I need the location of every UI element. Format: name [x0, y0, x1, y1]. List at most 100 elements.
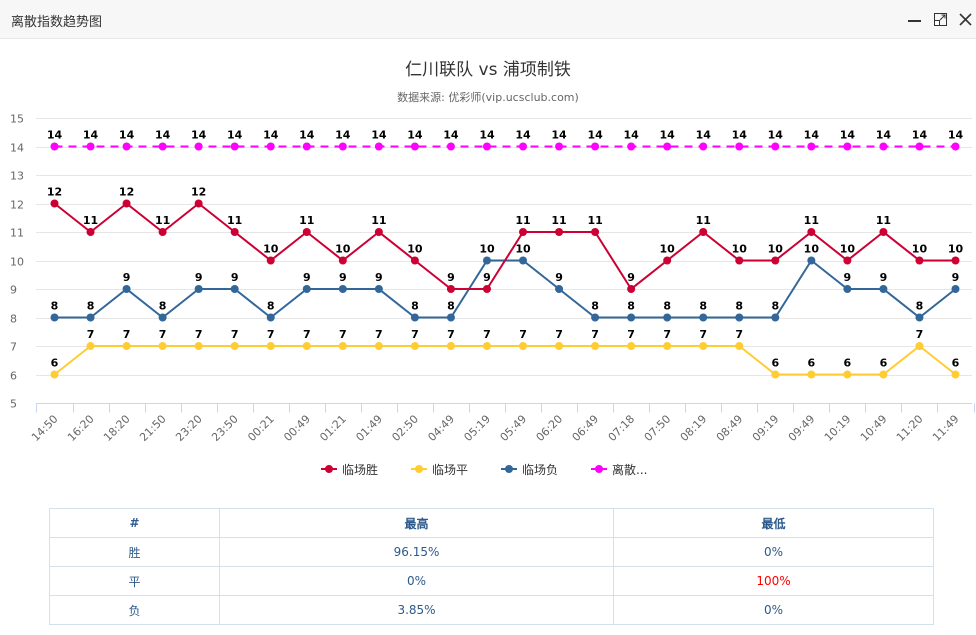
data-point[interactable]: [338, 256, 347, 265]
data-point[interactable]: [482, 256, 491, 265]
data-point[interactable]: [194, 199, 203, 208]
data-point[interactable]: [879, 370, 888, 379]
close-button[interactable]: [957, 10, 975, 28]
data-point[interactable]: [735, 256, 744, 265]
data-point[interactable]: [86, 313, 95, 322]
data-point[interactable]: [122, 142, 131, 151]
minimize-button[interactable]: [906, 10, 924, 28]
data-point[interactable]: [302, 142, 311, 151]
data-point[interactable]: [555, 342, 564, 350]
data-point[interactable]: [915, 256, 924, 265]
data-point[interactable]: [158, 342, 167, 350]
data-point[interactable]: [951, 370, 960, 379]
data-point[interactable]: [591, 142, 600, 151]
data-point[interactable]: [843, 256, 852, 265]
data-point[interactable]: [122, 199, 131, 208]
data-point[interactable]: [338, 285, 347, 293]
data-point[interactable]: [663, 342, 672, 350]
data-point[interactable]: [951, 256, 960, 265]
data-point[interactable]: [446, 142, 455, 151]
data-point[interactable]: [158, 313, 167, 322]
data-point[interactable]: [482, 342, 491, 350]
data-point[interactable]: [266, 313, 275, 322]
data-point[interactable]: [735, 142, 744, 151]
data-point[interactable]: [771, 142, 780, 151]
data-point[interactable]: [555, 228, 564, 236]
data-point[interactable]: [951, 285, 960, 293]
data-point[interactable]: [699, 313, 708, 322]
data-point[interactable]: [50, 313, 59, 322]
data-point[interactable]: [735, 313, 744, 322]
legend-item-dispersion[interactable]: 离散...: [591, 459, 647, 479]
legend-item-win[interactable]: 临场胜: [321, 459, 378, 479]
data-point[interactable]: [338, 142, 347, 151]
data-point[interactable]: [194, 142, 203, 151]
data-point[interactable]: [302, 228, 311, 236]
data-point[interactable]: [735, 342, 744, 350]
data-point[interactable]: [627, 285, 636, 293]
data-point[interactable]: [591, 313, 600, 322]
data-point[interactable]: [266, 256, 275, 265]
data-point[interactable]: [374, 142, 383, 151]
data-point[interactable]: [519, 142, 528, 151]
data-point[interactable]: [771, 256, 780, 265]
data-point[interactable]: [194, 285, 203, 293]
data-point[interactable]: [86, 228, 95, 236]
data-point[interactable]: [555, 285, 564, 293]
data-point[interactable]: [555, 142, 564, 151]
data-point[interactable]: [266, 342, 275, 350]
data-point[interactable]: [482, 285, 491, 293]
data-point[interactable]: [627, 142, 636, 151]
data-point[interactable]: [771, 370, 780, 379]
data-point[interactable]: [591, 228, 600, 236]
data-point[interactable]: [194, 342, 203, 350]
data-point[interactable]: [627, 342, 636, 350]
data-point[interactable]: [410, 256, 419, 265]
data-point[interactable]: [158, 142, 167, 151]
data-point[interactable]: [50, 142, 59, 151]
data-point[interactable]: [446, 313, 455, 322]
data-point[interactable]: [86, 142, 95, 151]
data-point[interactable]: [771, 313, 780, 322]
legend-item-loss[interactable]: 临场负: [501, 459, 558, 479]
data-point[interactable]: [122, 285, 131, 293]
data-point[interactable]: [410, 342, 419, 350]
data-point[interactable]: [519, 256, 528, 265]
data-point[interactable]: [519, 228, 528, 236]
data-point[interactable]: [663, 142, 672, 151]
data-point[interactable]: [663, 256, 672, 265]
data-point[interactable]: [519, 342, 528, 350]
data-point[interactable]: [699, 228, 708, 236]
data-point[interactable]: [230, 228, 239, 236]
data-point[interactable]: [86, 342, 95, 350]
data-point[interactable]: [302, 342, 311, 350]
data-point[interactable]: [843, 142, 852, 151]
data-point[interactable]: [410, 313, 419, 322]
data-point[interactable]: [879, 142, 888, 151]
data-point[interactable]: [879, 285, 888, 293]
data-point[interactable]: [302, 285, 311, 293]
data-point[interactable]: [951, 142, 960, 151]
legend-item-draw[interactable]: 临场平: [411, 459, 468, 479]
data-point[interactable]: [50, 199, 59, 208]
data-point[interactable]: [410, 142, 419, 151]
data-point[interactable]: [446, 285, 455, 293]
data-point[interactable]: [158, 228, 167, 236]
data-point[interactable]: [663, 313, 672, 322]
data-point[interactable]: [482, 142, 491, 151]
data-point[interactable]: [843, 285, 852, 293]
data-point[interactable]: [843, 370, 852, 379]
data-point[interactable]: [338, 342, 347, 350]
data-point[interactable]: [915, 142, 924, 151]
data-point[interactable]: [699, 342, 708, 350]
data-point[interactable]: [50, 370, 59, 379]
data-point[interactable]: [627, 313, 636, 322]
data-point[interactable]: [807, 370, 816, 379]
data-point[interactable]: [915, 342, 924, 350]
data-point[interactable]: [915, 313, 924, 322]
data-point[interactable]: [230, 285, 239, 293]
data-point[interactable]: [591, 342, 600, 350]
data-point[interactable]: [230, 342, 239, 350]
data-point[interactable]: [374, 285, 383, 293]
data-point[interactable]: [374, 228, 383, 236]
